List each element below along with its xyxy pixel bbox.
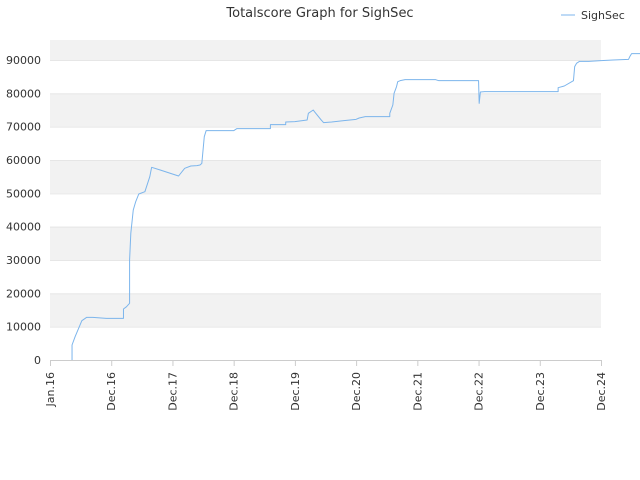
y-tick-label: 90000 [6, 54, 41, 67]
plot-band [50, 40, 601, 60]
plot-bands [50, 40, 601, 360]
y-tick-label: 70000 [6, 121, 41, 134]
plot-band [50, 226, 601, 260]
x-tick-label: Dec.16 [105, 372, 118, 411]
legend[interactable]: SighSec [561, 9, 625, 22]
plot-band [50, 126, 601, 160]
plot-band [50, 326, 601, 360]
x-tick-label: Dec.23 [534, 372, 547, 411]
y-tick-labels: 0 10000 20000 30000 40000 50000 60000 70000 8000… [6, 54, 41, 367]
x-tick-label: Dec.21 [411, 372, 424, 411]
x-tick-label: Dec.17 [166, 372, 179, 411]
y-tick-label: 80000 [6, 87, 41, 100]
plot-band [50, 60, 601, 94]
y-tick-label: 20000 [6, 287, 41, 300]
y-tick-label: 10000 [6, 321, 41, 334]
x-tick-label: Dec.18 [228, 372, 241, 411]
series-line-sighsec [71, 53, 640, 360]
x-axis: Jan.16 Dec.16 Dec.17 Dec.18 Dec.19 Dec.20 Dec.… [44, 360, 608, 411]
y-tick-label: 40000 [6, 221, 41, 234]
y-tick-label: 30000 [6, 254, 41, 267]
grid-lines [50, 60, 601, 361]
y-tick-label: 50000 [6, 187, 41, 200]
plot-band [50, 293, 601, 327]
x-tick-label: Dec.22 [473, 372, 486, 411]
y-tick-label: 0 [34, 354, 41, 367]
plot-band [50, 260, 601, 294]
plot-band [50, 193, 601, 227]
plot-band [50, 93, 601, 127]
x-tick-label: Dec.20 [350, 372, 363, 411]
x-tick-label: Jan.16 [44, 372, 57, 407]
legend-item-label[interactable]: SighSec [581, 9, 625, 22]
x-tick-label: Dec.19 [289, 372, 302, 411]
y-tick-label: 60000 [6, 154, 41, 167]
chart-title: Totalscore Graph for SighSec [225, 6, 413, 21]
x-tick-label: Dec.24 [595, 372, 608, 411]
plot-band [50, 160, 601, 194]
